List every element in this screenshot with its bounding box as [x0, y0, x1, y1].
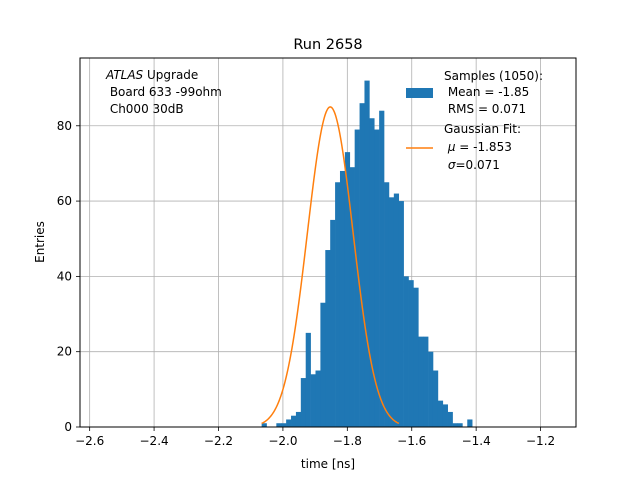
histogram-bar [310, 374, 316, 427]
histogram-bar [369, 118, 375, 427]
x-tick-label: −2.4 [140, 434, 169, 448]
histogram-bars [261, 80, 473, 428]
histogram-bar [286, 419, 292, 427]
histogram-bar [418, 336, 424, 427]
histogram-bar [442, 404, 448, 427]
histogram-bar [447, 411, 453, 427]
histogram-bar [300, 378, 307, 427]
histogram-bar [408, 280, 414, 427]
x-axis-ticks: −2.6 −2.4 −2.2 −2.0 −1.8 −1.6 −1.4 −1.2 [75, 427, 555, 448]
chart-title: Run 2658 [293, 37, 362, 53]
legend-mu-value: = -1.853 [455, 140, 511, 154]
x-tick-label: −2.0 [268, 434, 297, 448]
histogram-bar [428, 351, 434, 427]
histogram-bar [457, 423, 463, 427]
legend-hist-line-3: RMS = 0.071 [444, 102, 526, 116]
histogram-bar [432, 370, 439, 427]
histogram-bar [403, 276, 409, 427]
y-tick-label: 20 [57, 345, 72, 359]
histogram-bar [452, 423, 458, 427]
histogram-bar [379, 110, 385, 427]
histogram-bar [359, 103, 365, 428]
histogram-bar [354, 129, 360, 427]
gaussian-fit-curve [261, 106, 400, 425]
legend-sigma-value: =0.071 [455, 158, 499, 172]
histogram-bar [281, 423, 287, 427]
plot-frame [79, 57, 577, 428]
histogram-bar [330, 219, 336, 427]
histogram-bar [388, 197, 395, 427]
y-tick-label: 40 [57, 269, 72, 283]
annotation-upgrade: Upgrade [143, 68, 198, 82]
x-tick-label: −2.2 [204, 434, 233, 448]
histogram-bar [349, 167, 355, 427]
annotation-channel: Ch000 30dB [106, 102, 184, 116]
histogram-bar [344, 152, 351, 427]
svg-text:ATLAS Upgrade: ATLAS Upgrade [105, 68, 198, 82]
atlas-annotation: ATLAS Upgrade Board 633 -99ohm Ch000 30d… [105, 68, 222, 116]
histogram-bar [276, 423, 282, 427]
y-axis-label: Entries [33, 221, 47, 263]
histogram-bar [384, 182, 390, 427]
y-tick-label: 60 [57, 194, 72, 208]
histogram-bar [393, 193, 400, 427]
histogram-bar [364, 80, 370, 428]
legend-fit-title: Gaussian Fit: [444, 122, 521, 136]
histogram-bar [335, 182, 341, 427]
histogram-bar [339, 170, 346, 428]
x-tick-label: −1.2 [526, 434, 555, 448]
svg-text:μ = -1.853: μ = -1.853 [444, 140, 512, 154]
histogram-bar [315, 370, 321, 427]
legend-hist-line-2: Mean = -1.85 [444, 85, 529, 99]
y-tick-label: 80 [57, 119, 72, 133]
legend-hist-line-1: Samples (1050): [444, 69, 543, 83]
x-axis-label: time [ns] [301, 457, 355, 471]
histogram-bar [437, 400, 444, 427]
histogram-bar [320, 302, 326, 427]
histogram-bar [305, 332, 311, 427]
x-tick-label: −1.4 [462, 434, 491, 448]
histogram-bar [291, 415, 297, 427]
histogram-bar [423, 336, 429, 427]
x-tick-label: −1.6 [397, 434, 426, 448]
legend-mu-symbol: μ [447, 140, 456, 154]
y-tick-label: 0 [64, 420, 72, 434]
histogram-bar [295, 411, 302, 427]
x-tick-label: −1.8 [333, 434, 362, 448]
legend: Samples (1050): Mean = -1.85 RMS = 0.071… [406, 69, 543, 172]
histogram-bar [325, 250, 331, 427]
histogram-bar [467, 419, 473, 427]
legend-hist-swatch [406, 88, 433, 98]
histogram-bar [261, 423, 267, 427]
legend-sigma-symbol: σ [448, 158, 456, 172]
annotation-board: Board 633 -99ohm [106, 85, 222, 99]
histogram-bar [398, 201, 404, 427]
histogram-bar [413, 287, 419, 427]
histogram-bar [374, 129, 380, 427]
svg-text:σ=0.071: σ=0.071 [444, 158, 500, 172]
x-tick-label: −2.6 [75, 434, 104, 448]
y-axis-ticks: 0 20 40 60 80 [57, 119, 80, 434]
annotation-atlas-italic: ATLAS [105, 68, 144, 82]
